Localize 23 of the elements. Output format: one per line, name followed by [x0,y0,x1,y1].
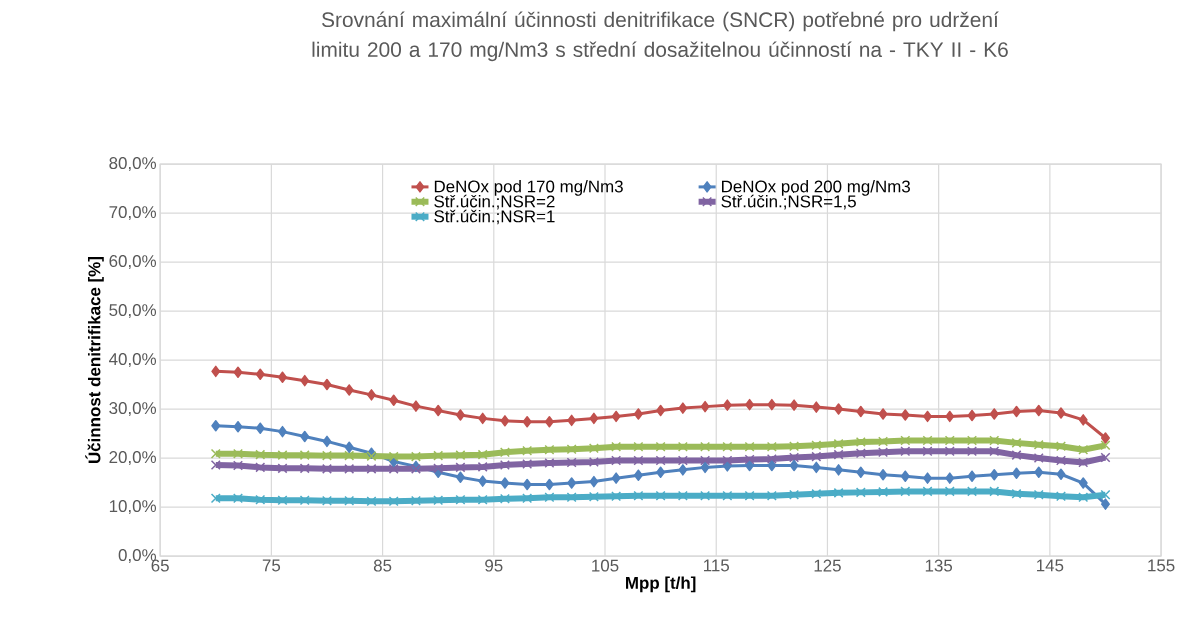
x-tick-label: 95 [485,559,503,572]
x-axis-title: Mpp [t/h] [626,576,696,593]
legend-label: Stř.účin.;NSR=2 [434,194,555,210]
x-tick-label: 115 [704,559,730,572]
y-tick-label: 50,0% [109,304,157,319]
x-tick-label: 155 [1148,559,1175,572]
y-tick-label: 40,0% [109,353,157,368]
y-tick-label: 20,0% [109,451,157,466]
y-tick-label: 80,0% [109,157,157,172]
y-tick-label: 60,0% [109,255,157,270]
x-tick-label: 135 [925,559,953,572]
x-tick-label: 105 [592,559,619,572]
x-tick-label: 85 [373,559,392,572]
legend-label: Stř.účin.;NSR=1,5 [721,194,856,210]
x-tick-label: 75 [262,559,281,572]
x-tick-label: 145 [1037,559,1064,572]
x-tick-label: 125 [814,559,841,572]
legend-label: Stř.účin.;NSR=1 [434,209,555,225]
y-axis-title: Účinnost denitrifikace [%] [85,257,104,464]
y-tick-label: 70,0% [109,206,157,221]
chart-title: Srovnání maximální účinnosti denitrifikace (SNCR) potřebné pro udržení limitu 200 a 170 mg/Nm3 s střední dosažitelnou účinností na - TKY II - K6 [312,11,1008,62]
y-tick-label: 10,0% [109,500,157,515]
y-tick-label: 30,0% [109,402,157,417]
